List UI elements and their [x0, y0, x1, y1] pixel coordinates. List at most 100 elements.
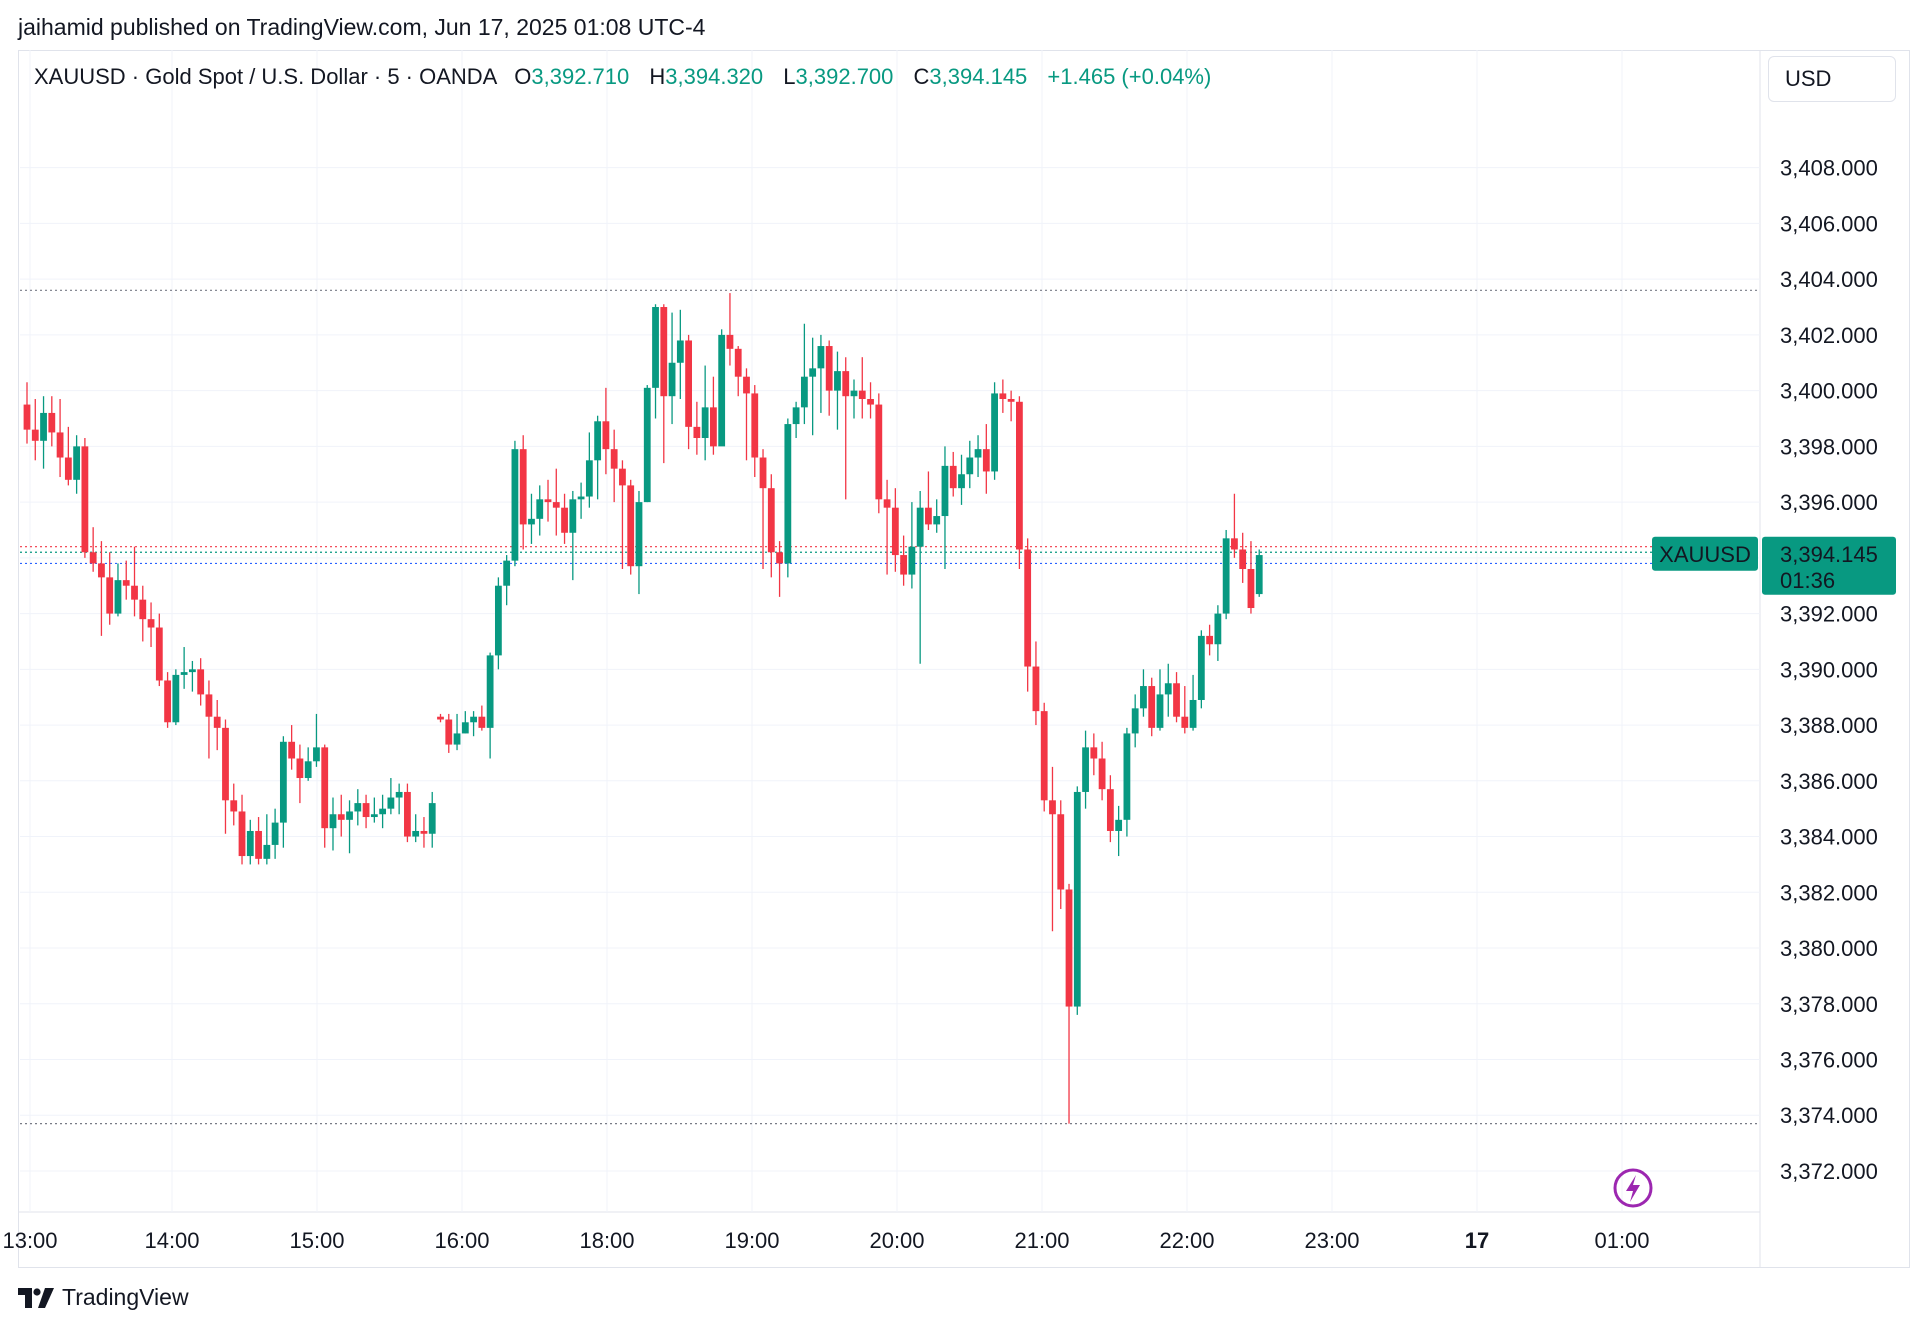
candle-body: [230, 800, 238, 812]
y-tick-label: 3,398.000: [1780, 434, 1878, 459]
candle-body: [552, 502, 560, 508]
candle-body: [792, 407, 800, 425]
candle-body: [949, 465, 957, 489]
candle-body: [602, 421, 610, 450]
x-tick-label: 15:00: [289, 1228, 344, 1253]
candle-body: [883, 499, 891, 508]
lightning-icon[interactable]: [1613, 1168, 1653, 1208]
candle-body: [1131, 708, 1139, 734]
candle-body: [908, 546, 916, 575]
footer-brand[interactable]: TradingView: [18, 1284, 189, 1311]
candle-body: [759, 457, 767, 489]
candle-body: [288, 741, 296, 759]
candle-body: [1073, 791, 1081, 1007]
candle-body: [1148, 686, 1156, 728]
candle-body: [23, 404, 31, 430]
candle-body: [1032, 666, 1040, 712]
grid-lines: [18, 50, 1761, 1268]
y-tick-label: 3,404.000: [1780, 267, 1878, 292]
horizontal-levels: [20, 289, 1758, 1125]
candle-body: [271, 822, 279, 845]
candle-body: [1016, 401, 1023, 550]
candle-body: [395, 791, 403, 798]
candle-body: [172, 674, 180, 723]
candle-body: [1173, 683, 1180, 717]
candle-body: [834, 371, 841, 391]
candle-body: [131, 585, 138, 600]
y-tick-label: 3,396.000: [1780, 490, 1878, 515]
candle-body: [627, 485, 635, 567]
candle-body: [701, 407, 709, 439]
candle-body: [569, 499, 577, 533]
y-tick-label: 3,406.000: [1780, 211, 1878, 236]
candle-body: [660, 307, 668, 397]
candle-body: [974, 449, 982, 458]
y-tick-label: 3,408.000: [1780, 156, 1878, 181]
y-tick-label: 3,376.000: [1780, 1048, 1878, 1073]
candle-body: [445, 719, 453, 745]
candle-body: [494, 585, 502, 656]
candle-body: [139, 599, 147, 620]
candle-body: [916, 507, 924, 547]
candle-body: [900, 555, 908, 575]
y-tick-label: 3,384.000: [1780, 825, 1878, 850]
candle-body: [1090, 747, 1098, 759]
x-tick-label: 22:00: [1159, 1228, 1214, 1253]
candle-body: [420, 830, 428, 834]
x-tick-label: 20:00: [869, 1228, 924, 1253]
candle-body: [1206, 635, 1214, 645]
candle-body: [189, 669, 196, 673]
candle-body: [122, 580, 130, 586]
candle-body: [941, 465, 949, 517]
candle-body: [370, 814, 378, 818]
y-tick-label: 3,380.000: [1780, 936, 1878, 961]
candle-body: [56, 432, 64, 458]
candle-body: [1007, 398, 1015, 402]
candle-body: [222, 727, 229, 801]
candle-body: [925, 507, 932, 525]
time-axis: 13:00 14:00 15:00 16:00 18:00 19:00 20:00 21:00…: [2, 1228, 1649, 1253]
currency-selector[interactable]: USD: [1768, 56, 1896, 102]
chart-frame[interactable]: [18, 50, 1910, 1268]
candle-body: [89, 552, 97, 564]
candle-body: [594, 421, 602, 461]
symbol-tag-label: XAUUSD: [1659, 542, 1751, 567]
candle-body: [1197, 635, 1205, 700]
candle-body: [825, 346, 833, 391]
x-tick-label: 01:00: [1594, 1228, 1649, 1253]
ohlc-legend: XAUUSD · Gold Spot / U.S. Dollar · 5 · O…: [34, 64, 1211, 90]
candle-body: [296, 758, 304, 779]
candle-body: [743, 376, 750, 394]
candle-body: [147, 619, 155, 628]
candle-body: [346, 811, 353, 820]
candle-body: [1115, 819, 1123, 831]
candle-body: [155, 627, 163, 681]
change-value: +1.465 (+0.04%): [1047, 64, 1212, 89]
candle-body: [767, 488, 775, 553]
x-tick-label: 18:00: [579, 1228, 634, 1253]
candle-body: [263, 844, 271, 859]
candle-body: [478, 716, 486, 728]
publisher-line: jaihamid published on TradingView.com, J…: [18, 14, 706, 40]
candle-body: [982, 449, 990, 472]
high-label: H: [649, 64, 666, 89]
candle-body: [106, 577, 114, 614]
candle-body: [693, 426, 701, 439]
candle-body: [867, 398, 874, 405]
candle-body: [164, 680, 171, 723]
candle-body: [387, 797, 395, 809]
candle-body: [991, 393, 998, 472]
y-tick-label: 3,400.000: [1780, 379, 1878, 404]
low-value: 3,392.700: [795, 64, 894, 89]
brand-name: TradingView: [62, 1284, 189, 1310]
candle-body: [1231, 538, 1238, 550]
y-tick-label: 3,402.000: [1780, 323, 1878, 348]
candle-body: [776, 552, 783, 564]
candle-body: [800, 376, 808, 408]
candle-body: [561, 507, 568, 533]
candle-body: [428, 803, 436, 834]
candle-body: [710, 407, 717, 447]
candle-body: [1040, 711, 1048, 801]
